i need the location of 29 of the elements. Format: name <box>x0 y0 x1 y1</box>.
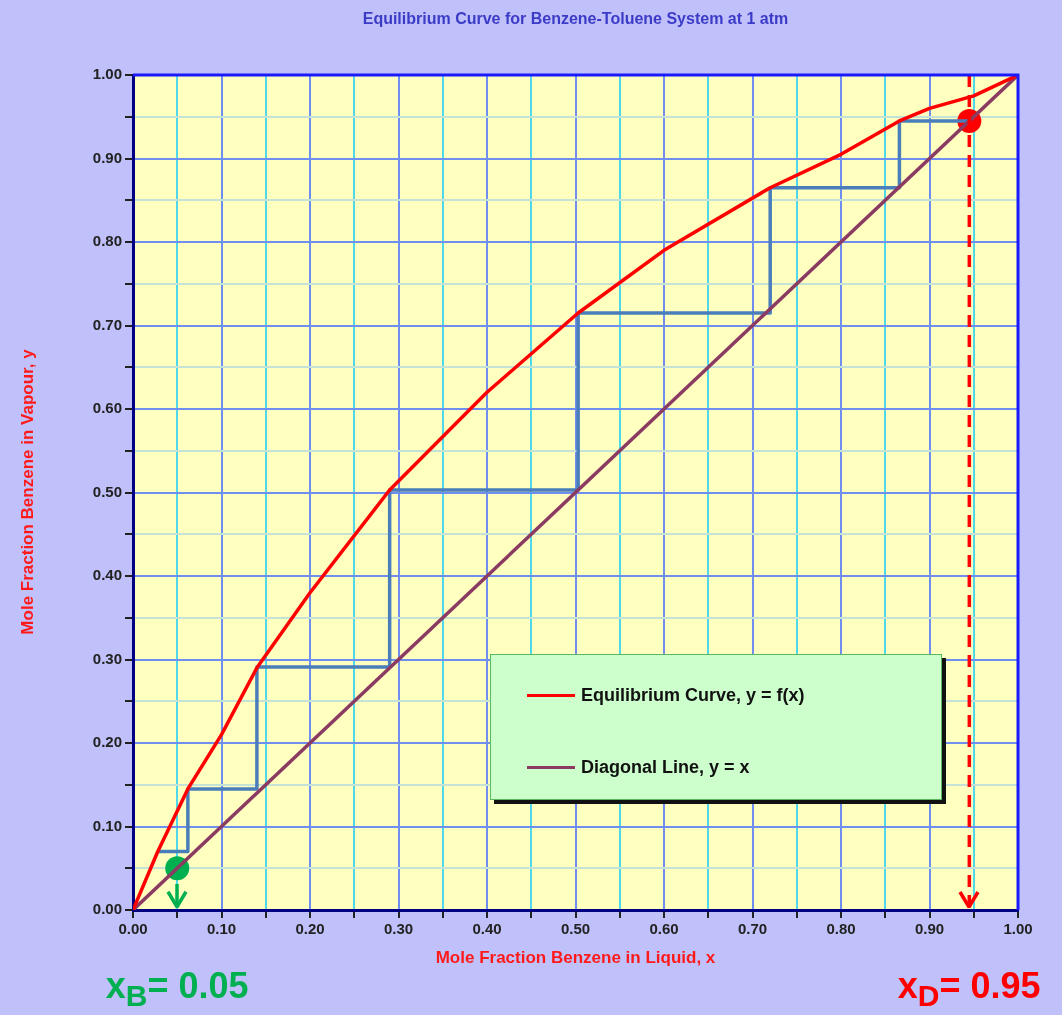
chart-title: Equilibrium Curve for Benzene-Toluene System at 1 atm <box>361 10 790 28</box>
x-tick-label: 0.20 <box>295 920 325 938</box>
y-axis-title: Mole Fraction Benzene in Vapour, y <box>18 349 38 635</box>
y-tick-label: 0.10 <box>92 816 122 834</box>
x-tick-label: 0.40 <box>472 920 502 938</box>
y-tick-label: 0.80 <box>92 232 122 250</box>
y-tick-label: 0.20 <box>92 733 122 751</box>
y-tick-label: 0.60 <box>92 399 122 417</box>
x-axis-title: Mole Fraction Benzene in Liquid, x <box>435 948 716 967</box>
text: x$_{D}$= 0.95 <box>897 965 1041 1014</box>
y-tick-label: 0.30 <box>92 649 122 667</box>
y-tick-label: 0.50 <box>92 482 122 500</box>
x-tick-label: 0.80 <box>826 920 856 938</box>
x-tick-label: 0.60 <box>649 920 679 938</box>
y-tick-label: 0.00 <box>92 900 122 918</box>
text: x$_{B}$= 0.05 <box>105 965 249 1014</box>
x-tick-label: 1.00 <box>1003 920 1033 938</box>
legend-label: Diagonal Line, y = x <box>581 756 750 778</box>
y-tick-label: 0.40 <box>92 566 122 584</box>
x-tick-label: 0.90 <box>914 920 945 938</box>
x-tick-label: 0.30 <box>383 920 414 938</box>
x-tick-label: 0.00 <box>118 920 148 938</box>
y-tick-label: 0.70 <box>92 315 122 333</box>
y-tick-label: 1.00 <box>92 65 122 83</box>
x-tick-label: 0.50 <box>560 920 591 938</box>
legend-label: Equilibrium Curve, y = f(x) <box>581 684 805 706</box>
x-tick-label: 0.70 <box>737 920 768 938</box>
x-tick-label: 0.10 <box>206 920 237 938</box>
y-tick-label: 0.90 <box>92 148 122 166</box>
